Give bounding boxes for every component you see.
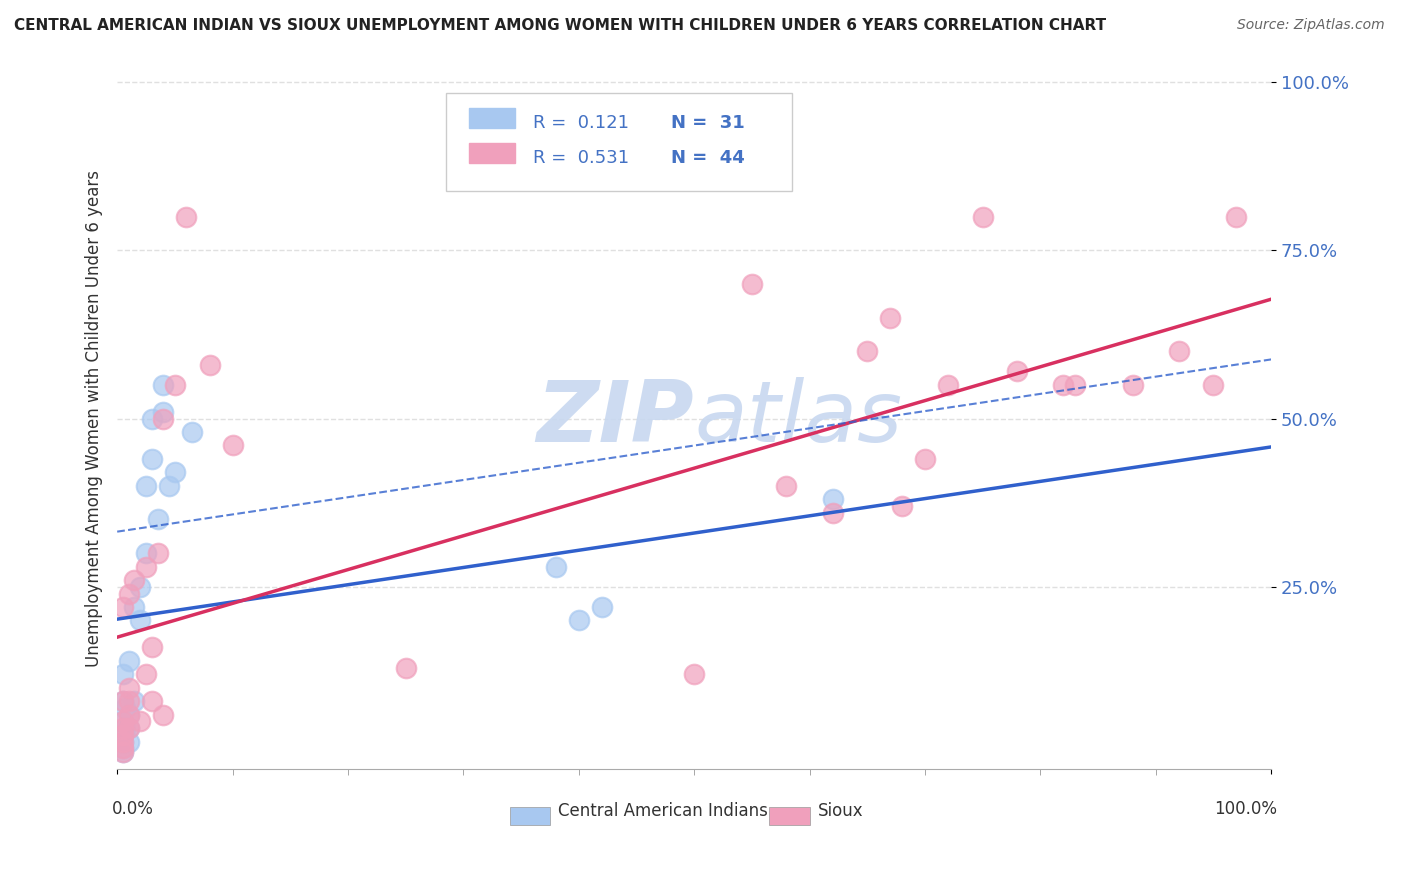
Text: Source: ZipAtlas.com: Source: ZipAtlas.com (1237, 18, 1385, 32)
Point (856, 344, 879, 359)
Point (152, 411, 174, 425)
Point (124, 599, 146, 614)
Point (914, 451, 936, 466)
Point (1167, 344, 1189, 359)
Point (775, 479, 797, 493)
Point (124, 694, 146, 708)
Text: R =  0.531: R = 0.531 (533, 149, 628, 167)
Point (1052, 377, 1074, 392)
Bar (470, 109, 515, 128)
Point (221, 438, 243, 452)
Text: 0.0%: 0.0% (111, 800, 153, 818)
Y-axis label: Unemployment Among Women with Children Under 6 years: Unemployment Among Women with Children U… (86, 170, 103, 667)
Point (568, 614, 591, 628)
Point (135, 479, 157, 493)
Text: 100.0%: 100.0% (1213, 800, 1277, 818)
Point (152, 377, 174, 392)
Point (821, 492, 844, 507)
Point (141, 411, 163, 425)
Point (111, 599, 134, 614)
Point (152, 405, 174, 419)
Point (111, 714, 134, 729)
Bar (769, 807, 810, 824)
Point (118, 654, 141, 668)
Point (936, 377, 959, 392)
Point (111, 667, 134, 681)
Point (118, 681, 141, 695)
Point (1202, 377, 1225, 392)
Point (146, 512, 169, 526)
Text: atlas: atlas (695, 377, 903, 460)
Point (111, 728, 134, 742)
Bar (470, 144, 515, 163)
Point (111, 714, 134, 729)
Point (163, 466, 186, 480)
Point (118, 721, 141, 735)
Point (111, 741, 134, 756)
Point (1005, 364, 1028, 378)
Point (163, 377, 186, 392)
Point (1225, 210, 1247, 224)
Point (111, 734, 134, 748)
Point (141, 694, 163, 708)
Point (741, 277, 763, 291)
Point (879, 310, 901, 325)
Point (111, 745, 134, 759)
Point (111, 728, 134, 742)
Point (129, 614, 152, 628)
Text: Sioux: Sioux (818, 802, 863, 820)
Point (821, 506, 844, 520)
Text: Central American Indians: Central American Indians (558, 802, 768, 820)
Point (141, 640, 163, 655)
Point (146, 546, 169, 560)
Text: R =  0.121: R = 0.121 (533, 114, 628, 132)
Text: N =  44: N = 44 (671, 149, 745, 167)
Point (135, 546, 157, 560)
FancyBboxPatch shape (446, 93, 792, 191)
Point (1064, 377, 1087, 392)
Point (683, 667, 706, 681)
Point (118, 721, 141, 735)
Point (135, 667, 157, 681)
Point (118, 586, 141, 600)
Point (141, 451, 163, 466)
Point (118, 707, 141, 722)
Point (118, 707, 141, 722)
Point (176, 210, 198, 224)
Point (198, 358, 221, 372)
Point (135, 559, 157, 574)
Point (890, 499, 912, 513)
Text: ZIP: ZIP (537, 377, 695, 460)
Point (111, 721, 134, 735)
Point (157, 479, 180, 493)
Point (395, 660, 418, 674)
Point (181, 425, 204, 439)
Point (111, 694, 134, 708)
Point (114, 701, 136, 715)
Point (118, 734, 141, 748)
Point (152, 707, 174, 722)
Point (1122, 377, 1144, 392)
Point (972, 210, 994, 224)
Text: CENTRAL AMERICAN INDIAN VS SIOUX UNEMPLOYMENT AMONG WOMEN WITH CHILDREN UNDER 6 : CENTRAL AMERICAN INDIAN VS SIOUX UNEMPLO… (14, 18, 1107, 33)
Text: N =  31: N = 31 (671, 114, 745, 132)
Point (129, 714, 152, 729)
Point (129, 580, 152, 594)
Bar (509, 807, 550, 824)
Point (118, 694, 141, 708)
Point (111, 694, 134, 708)
Point (111, 734, 134, 748)
Point (591, 599, 613, 614)
Point (111, 745, 134, 759)
Point (114, 721, 136, 735)
Point (124, 573, 146, 587)
Point (111, 741, 134, 756)
Point (544, 559, 567, 574)
